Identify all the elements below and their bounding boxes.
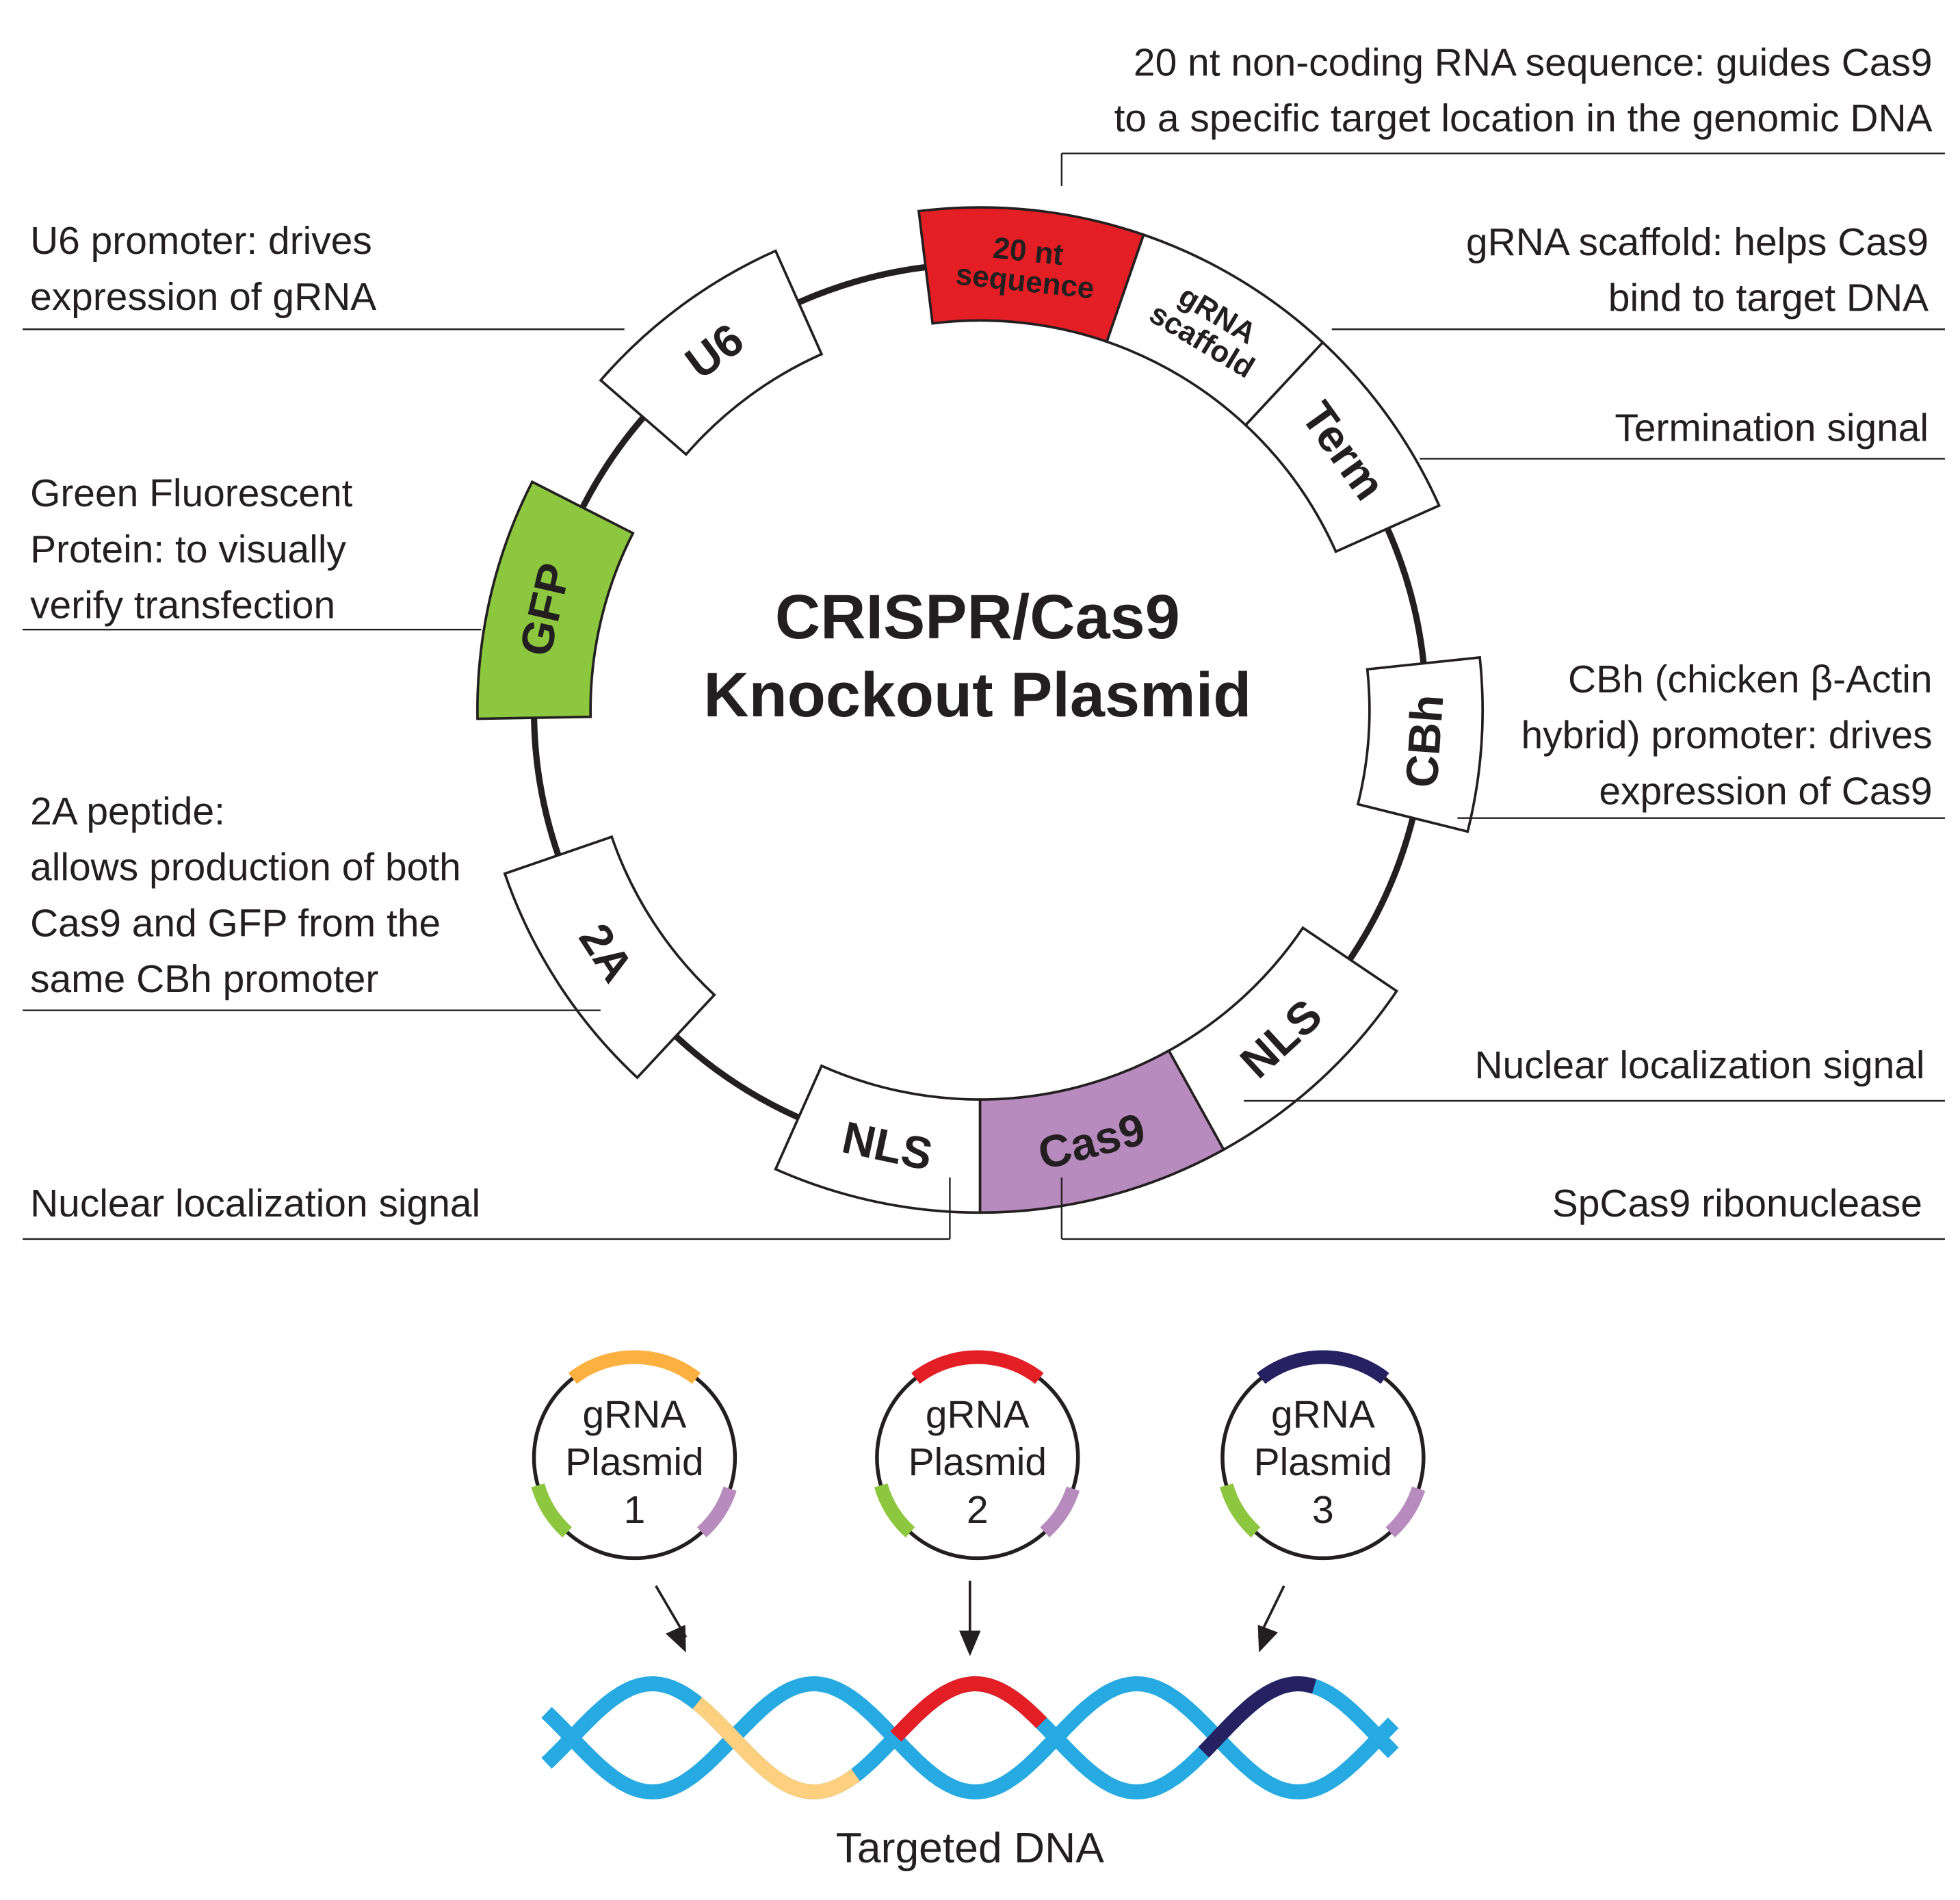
arrow-icon: [959, 1580, 981, 1656]
annotation-text: 2A peptide:: [30, 790, 225, 833]
annotation: 2A peptide: allows production of both Cas9…: [23, 790, 601, 1011]
arrow-icon: [1257, 1585, 1285, 1653]
annotation: SpCas9 ribonuclease: [1060, 1177, 1945, 1240]
annotation: Green Fluorescent Protein: to visually ver…: [23, 471, 482, 631]
annotation-text: Green Fluorescent: [30, 471, 353, 515]
annotation: Nuclear localization signal: [23, 1177, 951, 1240]
annotation-text: same CBh promoter: [30, 957, 378, 1001]
plasmid-label: 1: [624, 1488, 646, 1532]
segment-term: Term: [1244, 340, 1441, 554]
annotation: gRNA scaffold: helps Cas9 bind to target …: [1331, 220, 1945, 330]
annotation: Nuclear localization signal: [1244, 1043, 1945, 1102]
target-site-1: [692, 1697, 861, 1799]
segment-20-nt-sequence: 20 ntsequence: [917, 206, 1146, 343]
title-line-1: CRISPR/Cas9: [775, 582, 1180, 652]
annotation: Termination signal: [1420, 406, 1945, 460]
segment-2a: 2A: [503, 835, 716, 1080]
annotation: U6 promoter: drives expression of gRNA: [23, 219, 625, 330]
targeted-dna-label: Targeted DNA: [836, 1824, 1105, 1872]
annotation-text: Termination signal: [1615, 406, 1929, 450]
segment-label: CBh: [1396, 693, 1453, 790]
segment-gfp: GFP: [476, 480, 635, 720]
annotation-text: U6 promoter: drives: [30, 219, 372, 263]
annotation-text: SpCas9 ribonuclease: [1552, 1182, 1922, 1225]
plasmid-label: Plasmid: [1254, 1440, 1392, 1484]
annotation: 20 nt non-coding RNA sequence: guides Ca…: [1060, 40, 1945, 186]
annotation-text: expression of Cas9: [1599, 769, 1932, 813]
segment-cbh: CBh: [1356, 655, 1484, 833]
annotation-text: Protein: to visually: [30, 528, 346, 571]
annotation-text: expression of gRNA: [30, 275, 376, 319]
annotation: CBh (chicken β-Actin hybrid) promoter: dr…: [1457, 658, 1945, 819]
annotation-text: Nuclear localization signal: [30, 1182, 480, 1225]
annotation-text: Cas9 and GFP from the: [30, 901, 441, 945]
annotation-text: to a specific target location in the gen…: [1114, 96, 1933, 140]
plasmid-label: 3: [1312, 1488, 1334, 1532]
segment-cas9: Cas9: [978, 1049, 1226, 1214]
plasmid-label: gRNA: [583, 1392, 687, 1436]
plasmid-label: Plasmid: [909, 1440, 1047, 1484]
segment-label: 20 nt: [991, 231, 1065, 272]
annotation-text: 20 nt non-coding RNA sequence: guides Ca…: [1134, 40, 1933, 84]
annotation-text: allows production of both: [30, 846, 461, 889]
segment-nls: NLS: [774, 1064, 982, 1214]
arrow-icon: [655, 1585, 688, 1653]
target-site-2: [890, 1676, 1047, 1742]
annotation-text: hybrid) promoter: drives: [1521, 714, 1933, 757]
plasmid-label: gRNA: [926, 1392, 1030, 1436]
annotation-text: Nuclear localization signal: [1474, 1043, 1924, 1087]
plasmid-label: Plasmid: [565, 1440, 703, 1484]
annotation-text: gRNA scaffold: helps Cas9: [1466, 220, 1929, 264]
dna-strand: [541, 1676, 1399, 1799]
title-line-2: Knockout Plasmid: [703, 660, 1251, 730]
annotation-text: bind to target DNA: [1608, 276, 1929, 320]
plasmid-label: gRNA: [1271, 1392, 1375, 1436]
svg-text:CBh: CBh: [1396, 693, 1453, 790]
segment-u6: U6: [599, 249, 824, 456]
target-site-3: [1198, 1676, 1317, 1758]
plasmid-label: 2: [967, 1488, 989, 1532]
annotation-text: verify transfection: [30, 584, 335, 627]
annotation-text: CBh (chicken β-Actin: [1568, 658, 1933, 701]
